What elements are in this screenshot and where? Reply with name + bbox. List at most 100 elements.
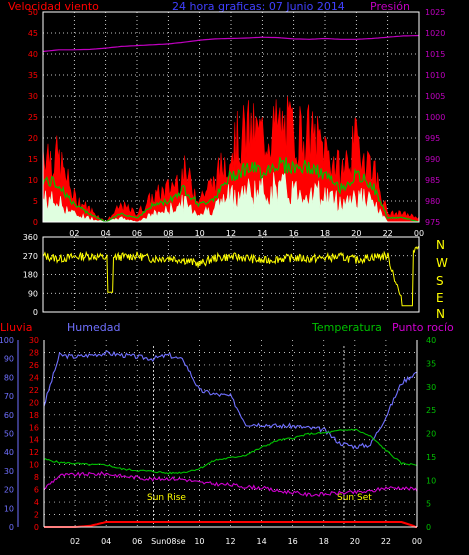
rain-axis-label: Lluvia [0,321,32,334]
series-temperature [43,428,418,475]
rain-tick-label: 22 [29,386,39,395]
wind-speed-tick-label: 25 [28,113,38,122]
wind-x-tick-label: 06 [132,229,142,238]
humidity-tick-label: 50 [4,430,14,439]
direction-tick-label: 180 [23,271,38,280]
rain-tick-label: 26 [29,361,39,370]
bottom-x-tick-label: 16 [288,537,298,546]
wind-x-tick-label: 12 [226,229,236,238]
pressure-tick-label: 985 [425,176,440,185]
pressure-tick-label: 995 [425,134,440,143]
humidity-tick-label: 60 [4,411,14,420]
humidity-tick-label: 80 [4,373,14,382]
humidity-tick-labels: 0 10 20 30 40 50 60 70 80 90 100 [0,336,19,532]
wind-speed-tick-label: 15 [28,155,38,164]
pressure-tick-label: 1025 [425,8,445,17]
wind-x-tick-label: 16 [289,229,299,238]
bottom-x-tick-label: 20 [350,537,360,546]
bottom-panel-x-tick-labels: 02 04 06 Sun08se 10 12 14 16 18 20 22 00 [70,537,422,546]
pressure-tick-label: 975 [425,218,440,227]
pressure-tick-label: 1005 [425,92,445,101]
wind-panel-x-tick-labels: 02 04 06 08 10 12 14 16 18 20 22 00 [69,229,424,238]
direction-panel-grid [43,237,419,312]
wind-speed-tick-label: 5 [33,197,38,206]
wind-speed-tick-label: 35 [28,71,38,80]
temperature-tick-label: 10 [426,476,436,485]
rain-tick-label: 24 [29,373,39,382]
direction-tick-label: 270 [23,252,38,261]
rain-tick-label: 16 [29,423,39,432]
humidity-tick-label: 70 [4,392,14,401]
rain-tick-label: 8 [34,473,39,482]
wind-x-tick-label: 20 [351,229,361,238]
sun-markers: Sun Rise Sun Set [147,346,372,527]
series-rain [44,521,417,528]
dewpoint-axis-label: Punto rocío [392,321,454,334]
direction-tick-label: 90 [28,289,38,298]
humidity-tick-label: 30 [4,467,14,476]
wind-x-tick-label: 22 [383,229,393,238]
humidity-tick-label: 20 [4,486,14,495]
humidity-tick-label: 90 [4,355,14,364]
pressure-tick-label: 980 [425,197,440,206]
direction-panel-frame [42,236,420,313]
rain-tick-label: 2 [34,511,39,520]
temperature-tick-label: 20 [426,430,436,439]
wind-speed-tick-label: 0 [33,218,38,227]
rain-tick-label: 30 [29,336,39,345]
bottom-x-tick-label: 12 [225,537,235,546]
humidity-tick-label: 100 [0,336,14,345]
compass-label-n-top: N [436,238,445,252]
bottom-x-tick-label: Sun08se [151,537,186,546]
wind-speed-tick-label: 30 [28,92,38,101]
compass-label-n-bottom: N [436,307,445,321]
temperature-tick-label: 35 [426,359,436,368]
wind-speed-tick-label: 50 [28,8,38,17]
wind-x-tick-label: 18 [320,229,330,238]
wind-x-tick-label: 10 [195,229,205,238]
wind-speed-tick-label: 10 [28,176,38,185]
wind-x-tick-label: 04 [101,229,111,238]
rain-tick-label: 18 [29,411,39,420]
humidity-axis-label: Humedad [67,321,120,334]
temperature-tick-labels: 0 5 10 15 20 25 30 35 40 [426,336,436,532]
wind-pressure-panel: Velocidad viento 24 hora graficas: 07 Ju… [8,0,445,238]
pressure-tick-label: 1010 [425,71,445,80]
rain-tick-label: 28 [29,348,39,357]
rain-tick-label: 4 [34,498,39,507]
rain-tick-label: 12 [29,448,39,457]
chart-title: 24 hora graficas: 07 Junio 2014 [172,0,345,13]
rain-tick-label: 0 [34,523,39,532]
temperature-tick-label: 15 [426,453,436,462]
compass-labels: N W S E N [436,238,448,321]
pressure-tick-label: 990 [425,155,440,164]
wind-x-tick-label: 14 [257,229,267,238]
wind-speed-tick-label: 20 [28,134,38,143]
wind-x-tick-label: 02 [69,229,79,238]
temp-humidity-panel: Lluvia Humedad Temperatura Punto rocío S… [0,321,454,546]
temperature-axis-label: Temperatura [311,321,382,334]
sunrise-label: Sun Rise [147,493,186,503]
temperature-tick-label: 0 [426,523,431,532]
bottom-x-tick-label: 04 [101,537,111,546]
bottom-x-tick-label: 00 [412,537,422,546]
wind-x-tick-label: 00 [414,229,424,238]
compass-label-w: W [436,256,448,270]
temperature-tick-label: 5 [426,500,431,509]
rain-tick-label: 6 [34,486,39,495]
pressure-tick-label: 1015 [425,50,445,59]
pressure-tick-label: 1020 [425,29,445,38]
wind-speed-axis-label: Velocidad viento [8,0,99,13]
pressure-tick-label: 1000 [425,113,445,122]
bottom-x-tick-label: 10 [194,537,204,546]
bottom-panel-series [43,350,418,528]
humidity-tick-label: 40 [4,448,14,457]
series-direction [42,245,420,307]
series-dewpoint [44,471,418,498]
wind-speed-tick-label: 40 [28,50,38,59]
direction-tick-labels: 0 90 180 270 360 [23,233,38,317]
pressure-tick-labels: 975 980 985 990 995 1000 1005 1010 1015 1020 1025 [425,8,445,227]
bottom-x-tick-label: 02 [70,537,80,546]
